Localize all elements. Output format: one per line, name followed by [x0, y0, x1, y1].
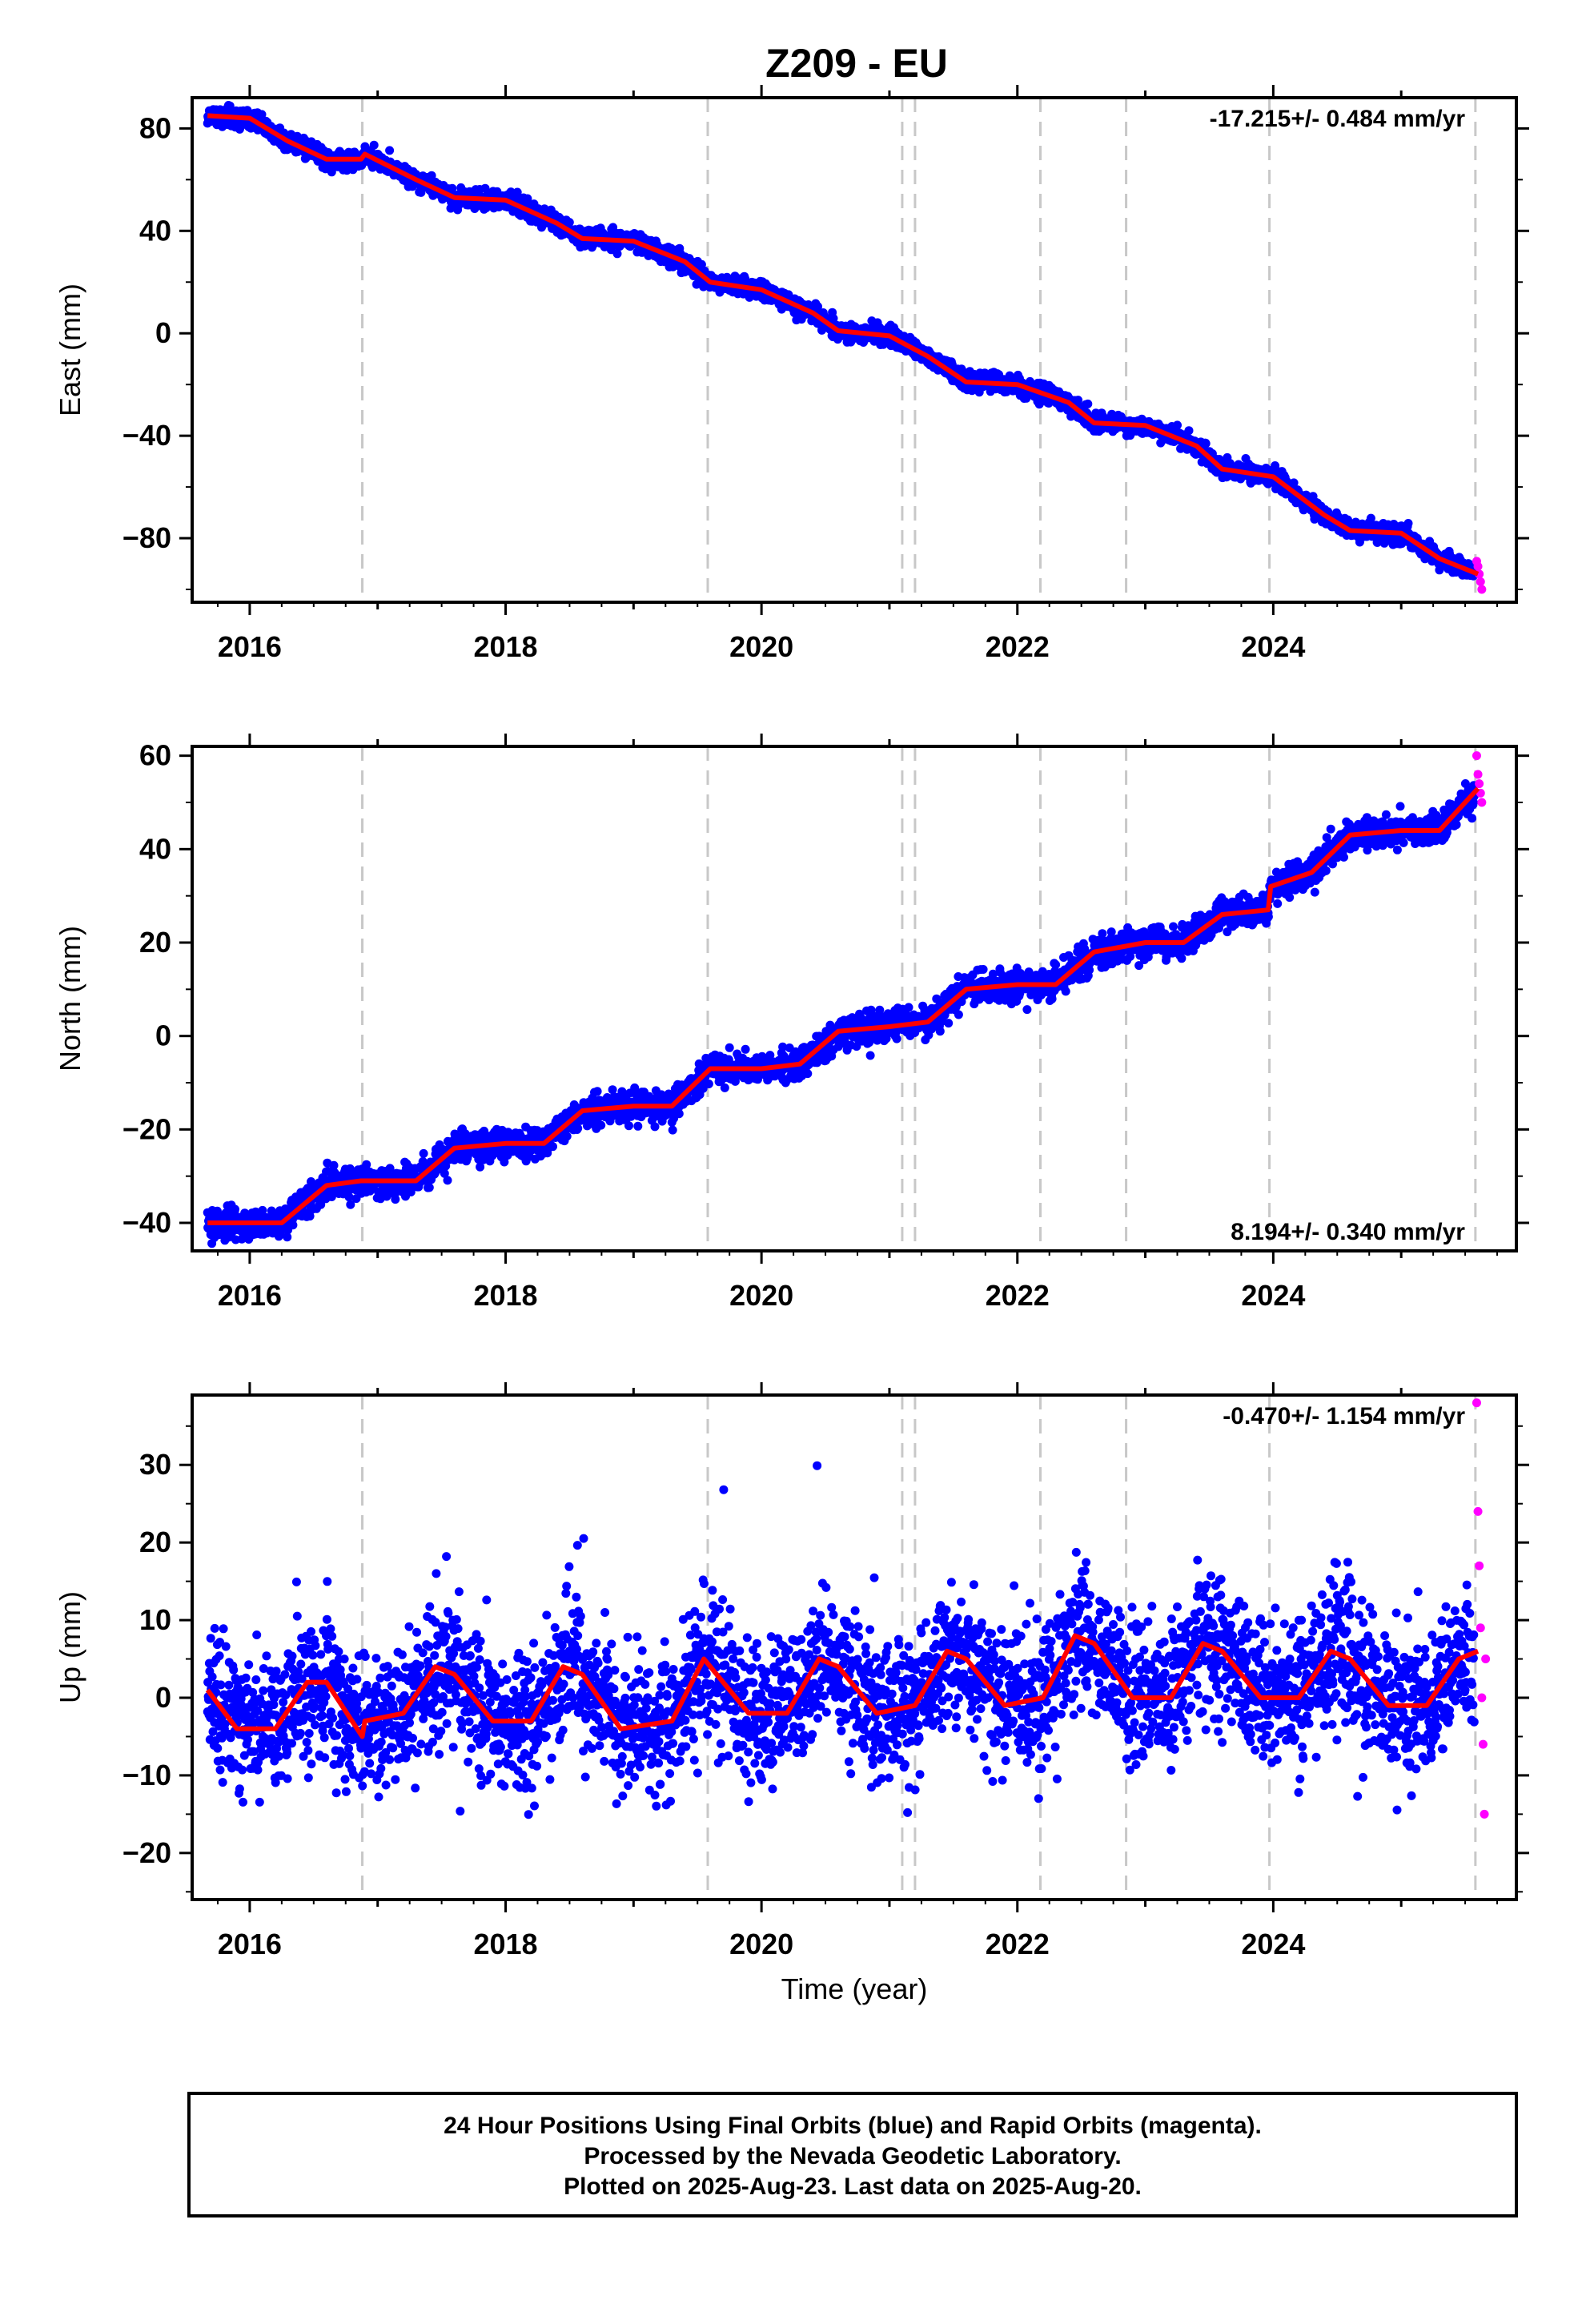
data-point	[592, 1087, 602, 1096]
data-point	[650, 1122, 660, 1132]
data-point	[1201, 439, 1211, 448]
data-point	[1083, 399, 1093, 408]
y-tick-label: 80	[139, 111, 171, 144]
data-point	[633, 1121, 643, 1131]
data-point	[391, 1195, 400, 1204]
data-point	[596, 1120, 606, 1130]
data-point	[741, 274, 750, 283]
x-tick-label: 2020	[729, 630, 793, 663]
x-tick-label: 2024	[1241, 630, 1305, 663]
y-tick-label: 40	[139, 214, 171, 247]
data-point	[1173, 420, 1182, 430]
data-point	[369, 140, 379, 150]
data-point	[573, 1124, 583, 1133]
data-point	[612, 249, 622, 259]
data-point	[523, 194, 532, 203]
data-point	[624, 1121, 633, 1131]
data-point	[562, 1132, 572, 1141]
y-axis-label: East (mm)	[54, 283, 86, 416]
data-point	[443, 1176, 452, 1185]
y-tick-label: −80	[122, 521, 171, 554]
y-tick-label: 0	[155, 316, 171, 349]
x-tick-label: 2018	[473, 630, 537, 663]
rapid-data-point	[1473, 561, 1483, 571]
panels: 2016 2018 2020 2022 2024 80 40 0 −40 −80 East (mm)…	[54, 85, 1529, 2005]
data-point	[1184, 426, 1194, 436]
data-point	[288, 1220, 298, 1230]
data-point	[668, 1125, 677, 1135]
data-point	[829, 314, 838, 323]
data-point	[564, 218, 574, 227]
rapid-data-point	[1477, 585, 1487, 594]
data-point	[385, 146, 395, 155]
data-point	[548, 1142, 557, 1152]
data-point	[419, 1148, 428, 1158]
y-tick-label: −40	[122, 419, 171, 452]
final-orbit-points	[203, 779, 1479, 1248]
data-point	[1403, 519, 1413, 528]
data-point	[424, 1183, 434, 1192]
x-tick-label: 2016	[218, 630, 282, 663]
chart-title: Z209 - EU	[765, 41, 948, 86]
model-curve	[207, 113, 1480, 577]
rapid-data-point	[1476, 577, 1485, 586]
final-orbit-points	[203, 101, 1479, 581]
data-point	[231, 1204, 239, 1214]
rate-label: -17.215+/- 0.484 mm/yr	[1210, 106, 1466, 132]
panel-1: 2016 2018 2020 2022 2024 80 40 0 −40 −80 East (mm)…	[54, 85, 1529, 663]
x-tick-label: 2022	[986, 630, 1050, 663]
data-point	[674, 1109, 684, 1119]
data-point	[257, 110, 267, 119]
data-point	[704, 1080, 713, 1088]
data-point	[813, 302, 822, 312]
